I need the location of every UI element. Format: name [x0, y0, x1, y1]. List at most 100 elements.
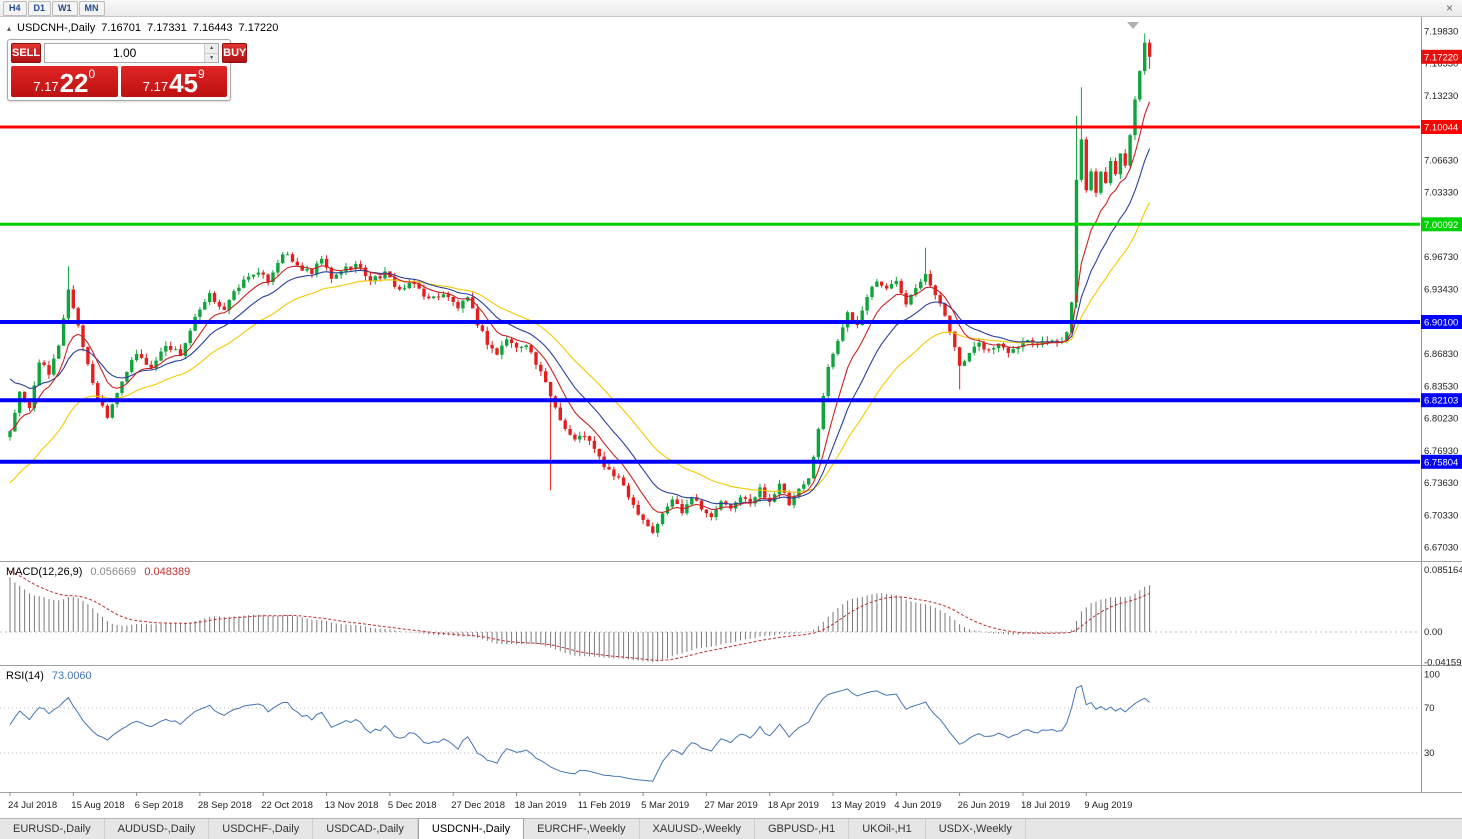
timeframe-buttons: H4 D1 W1 MN: [3, 0, 105, 16]
chart-tab-audusddaily[interactable]: AUDUSD-,Daily: [104, 819, 210, 839]
price-badge-7.10044: [1421, 120, 1462, 134]
price-badge-label: 7.00092: [1424, 220, 1458, 231]
price-axis-label: 6.67030: [1424, 543, 1458, 554]
price-axis-label: 6.76930: [1424, 446, 1458, 457]
price-badge-label: 6.82103: [1424, 396, 1458, 407]
price-badge-label: 6.90100: [1424, 318, 1458, 329]
price-badge-6.82103: [1421, 393, 1462, 408]
chart-tab-gbpusdh1[interactable]: GBPUSD-,H1: [754, 819, 850, 839]
buy-price[interactable]: 7.17 45 9: [120, 66, 227, 98]
time-axis[interactable]: 24 Jul 2018 15 Aug 2018 6 Sep 2018 28 Sep 2…: [8, 792, 1132, 812]
date-label: 18 Apr 2019: [768, 800, 819, 811]
date-label: 9 Aug 2019: [1084, 800, 1132, 811]
date-label: 28 Sep 2018: [198, 800, 252, 811]
date-label: 27 Dec 2018: [451, 800, 505, 811]
chart-tab-eurchfweekly[interactable]: EURCHF-,Weekly: [524, 819, 640, 839]
volume-box: ▲ ▼: [44, 43, 220, 63]
buy-price-prefix: 7.17: [142, 79, 169, 94]
volume-up-icon[interactable]: ▲: [205, 44, 219, 54]
sell-price-big: 22: [59, 68, 89, 98]
date-label: 4 Jun 2019: [894, 800, 941, 811]
rsi-axis-label: 30: [1424, 748, 1435, 759]
close-icon[interactable]: ×: [1445, 1, 1453, 15]
price-badge-6.90100: [1421, 315, 1462, 329]
price-axis-label: 6.96730: [1424, 252, 1458, 263]
price-axis-label: 7.13230: [1424, 91, 1458, 102]
price-badge-7.00092: [1421, 217, 1462, 232]
macd-value-main: 0.056669: [90, 566, 137, 578]
moving-average-8: [9, 101, 1151, 513]
timeframe-button-d1[interactable]: D1: [27, 0, 52, 16]
chart-title: ▴ USDCNH-,Daily 7.16701 7.17331 7.16443 …: [7, 22, 278, 34]
chart-window: 7.198307.165307.132307.099307.066307.033…: [0, 17, 1462, 818]
date-label: 24 Jul 2018: [8, 800, 57, 811]
macd-histogram: [9, 577, 1151, 663]
rsi-label: RSI(14) 73.0060: [6, 670, 92, 682]
ohlc-open: 7.16701: [101, 22, 142, 34]
macd-axis-label: 0.085164: [1424, 565, 1462, 576]
price-axis-label: 6.73630: [1424, 478, 1458, 489]
date-label: 26 Jun 2019: [958, 800, 1010, 811]
candles-layer[interactable]: [8, 33, 1152, 537]
volume-spinner: ▲ ▼: [204, 44, 219, 62]
macd-axis-label: 0.00: [1424, 627, 1443, 638]
chart-tabs-bar: EURUSD-,Daily AUDUSD-,Daily USDCHF-,Daily U…: [0, 818, 1462, 839]
date-label: 18 Jan 2019: [515, 800, 567, 811]
price-axis-label: 7.19830: [1424, 26, 1458, 37]
date-label: 15 Aug 2018: [71, 800, 124, 811]
price-axis[interactable]: 7.198307.165307.132307.099307.066307.033…: [1421, 17, 1462, 792]
price-axis-label: 7.16530: [1424, 59, 1458, 70]
chart-tab-eurusddaily[interactable]: EURUSD-,Daily: [0, 819, 105, 839]
buy-price-sup: 9: [198, 67, 205, 81]
price-axis-label: 6.86830: [1424, 349, 1458, 360]
chart-shift-marker-icon[interactable]: [1127, 22, 1139, 29]
sell-button[interactable]: SELL: [11, 43, 42, 63]
macd-value-signal: 0.048389: [144, 566, 191, 578]
price-axis-label: 6.70330: [1424, 510, 1458, 521]
buy-button[interactable]: BUY: [222, 43, 248, 63]
sell-price-sup: 0: [88, 67, 96, 81]
date-label: 22 Oct 2018: [261, 800, 313, 811]
macd-signal-line: [9, 570, 1150, 661]
rsi-line: [9, 684, 1150, 782]
price-badge-6.75804: [1421, 454, 1462, 469]
date-label: 5 Mar 2019: [641, 800, 689, 811]
macd-axis-label: -0.041597: [1424, 657, 1462, 668]
date-label: 13 May 2019: [831, 800, 886, 811]
top-toolbar: H4 D1 W1 MN ×: [0, 0, 1462, 17]
volume-input[interactable]: [45, 44, 205, 62]
price-axis-label: 7.06630: [1424, 155, 1458, 166]
date-label: 13 Nov 2018: [325, 800, 379, 811]
sell-price[interactable]: 7.17 22 0: [11, 66, 118, 97]
chart-tab-usdcaddaily[interactable]: USDCAD-,Daily: [313, 819, 418, 839]
price-badge-7.17220: [1421, 49, 1462, 64]
timeframe-button-w1[interactable]: W1: [52, 0, 78, 16]
date-label: 18 Jul 2019: [1021, 800, 1070, 811]
rsi-axis-label: 100: [1424, 669, 1440, 680]
chart-surface[interactable]: 7.198307.165307.132307.099307.066307.033…: [0, 17, 1462, 818]
rsi-value: 73.0060: [51, 670, 92, 682]
price-axis-label: 6.93430: [1424, 285, 1458, 296]
collapse-icon[interactable]: ▴: [7, 23, 12, 33]
buy-price-big: 45: [169, 68, 199, 98]
date-label: 11 Feb 2019: [578, 800, 631, 811]
chart-symbol-label: USDCNH-,Daily: [17, 22, 96, 34]
chart-tab-usdxweekly[interactable]: USDX-,Weekly: [925, 819, 1026, 839]
chart-tab-ukoilh1[interactable]: UKOil-,H1: [849, 819, 926, 839]
price-badge-label: 7.10044: [1424, 123, 1458, 134]
ohlc-close: 7.17220: [238, 22, 279, 34]
chart-tab-xauusdweekly[interactable]: XAUUSD-,Weekly: [639, 819, 755, 839]
moving-average-30: [9, 202, 1151, 493]
timeframe-button-h4[interactable]: H4: [3, 0, 27, 16]
chart-tab-usdchfdaily[interactable]: USDCHF-,Daily: [209, 819, 314, 839]
sell-price-prefix: 7.17: [33, 79, 59, 94]
timeframe-button-mn[interactable]: MN: [78, 0, 105, 16]
price-axis-label: 6.83530: [1424, 381, 1458, 392]
rsi-name: RSI(14): [6, 670, 44, 682]
macd-label: MACD(12,26,9) 0.056669 0.048389: [6, 566, 190, 578]
chart-tab-usdcnhdaily[interactable]: USDCNH-,Daily: [417, 818, 525, 839]
moving-average-16: [9, 148, 1151, 505]
price-badge-label: 7.17220: [1424, 52, 1458, 63]
volume-down-icon[interactable]: ▼: [205, 53, 219, 62]
